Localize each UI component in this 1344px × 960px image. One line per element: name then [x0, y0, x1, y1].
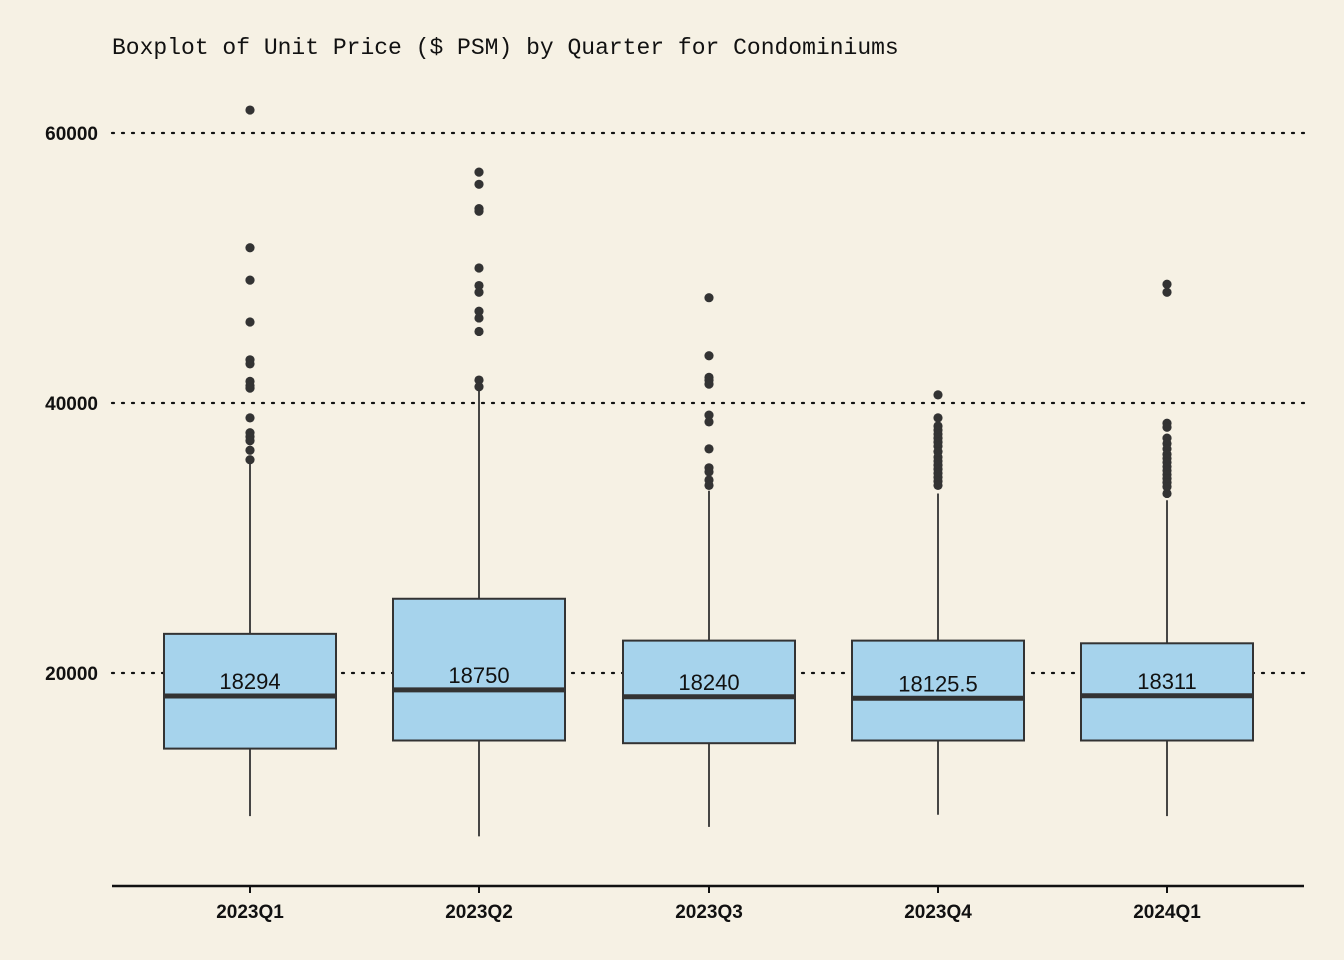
- outlier-point: [245, 455, 255, 465]
- iqr-box: [851, 639, 1025, 742]
- gridlines: [110, 131, 1306, 675]
- boxes: 18294 18750 18240 18125.5 18311: [163, 105, 1254, 837]
- outlier-point: [474, 280, 484, 291]
- outlier-point: [933, 390, 943, 400]
- y-tick-label: 60000: [45, 124, 98, 145]
- outlier-point: [1162, 287, 1172, 297]
- outlier-point: [245, 359, 255, 369]
- outlier-point: [245, 445, 255, 455]
- x-axis-ticks: 2023Q1 2023Q2 2023Q3 2023Q4 2024Q1: [216, 886, 1201, 923]
- x-tick-label: 2023Q2: [445, 902, 513, 923]
- box-2023Q3: 18240: [622, 293, 796, 827]
- outlier-point: [245, 383, 255, 393]
- outlier-point: [933, 413, 943, 423]
- outlier-point: [704, 480, 714, 490]
- outlier-point: [474, 287, 484, 297]
- x-tick-label: 2023Q4: [904, 902, 972, 923]
- box-2023Q1: 18294: [163, 105, 337, 817]
- y-axis-ticks: 20000 40000 60000: [45, 124, 98, 685]
- iqr-box: [622, 639, 796, 745]
- outlier-point: [474, 167, 484, 177]
- outlier-point: [245, 275, 255, 285]
- outlier-point: [245, 317, 255, 327]
- outlier-point: [474, 382, 484, 392]
- outlier-point: [1162, 488, 1172, 499]
- y-tick-label: 20000: [45, 664, 98, 685]
- outlier-point: [245, 413, 255, 423]
- median-label: 18240: [678, 670, 739, 695]
- median-label: 18294: [219, 669, 280, 694]
- outlier-point: [1162, 482, 1172, 492]
- outlier-point: [704, 417, 714, 427]
- outlier-point: [704, 444, 714, 454]
- median-label: 18311: [1137, 669, 1197, 694]
- x-tick-label: 2024Q1: [1133, 902, 1201, 923]
- y-tick-label: 40000: [45, 394, 98, 415]
- outlier-point: [1162, 422, 1172, 432]
- outlier-point: [474, 206, 484, 216]
- outlier-point: [474, 179, 484, 189]
- outlier-point: [474, 313, 484, 323]
- outlier-point: [704, 410, 714, 420]
- x-tick-label: 2023Q3: [675, 902, 743, 923]
- outlier-point: [704, 293, 714, 303]
- x-tick-label: 2023Q1: [216, 902, 284, 923]
- outlier-point: [1162, 279, 1172, 289]
- outlier-point: [474, 375, 484, 385]
- box-2023Q4: 18125.5: [851, 390, 1025, 815]
- iqr-box: [1080, 642, 1254, 742]
- median-label: 18750: [448, 663, 509, 688]
- outlier-point: [704, 379, 714, 389]
- outlier-point: [474, 263, 484, 273]
- outlier-point: [474, 326, 484, 337]
- box-2023Q2: 18750: [392, 167, 566, 837]
- outlier-point: [245, 105, 255, 115]
- outlier-point: [933, 480, 943, 490]
- outlier-point: [245, 436, 255, 446]
- box-2024Q1: 18311: [1080, 279, 1254, 817]
- chart-title: Boxplot of Unit Price ($ PSM) by Quarter…: [112, 35, 899, 61]
- outlier-point: [704, 351, 714, 361]
- iqr-box: [163, 632, 337, 750]
- iqr-box: [392, 597, 566, 742]
- outlier-point: [704, 467, 714, 477]
- outlier-point: [474, 306, 484, 316]
- outlier-point: [245, 243, 255, 253]
- median-label: 18125.5: [898, 671, 978, 696]
